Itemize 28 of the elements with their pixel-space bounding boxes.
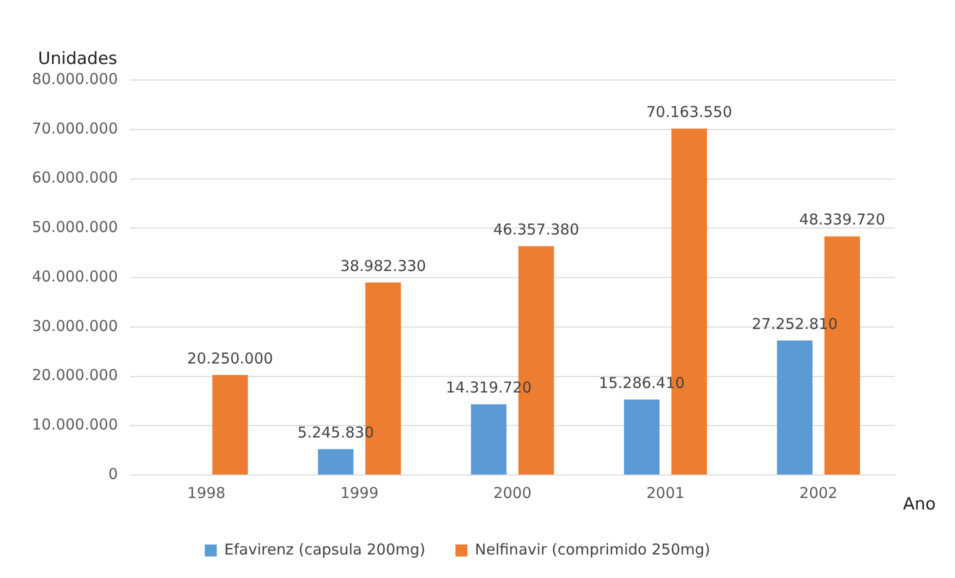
bar [624, 400, 660, 474]
y-tick-label: 0 [108, 464, 118, 483]
x-tick-label: 2001 [646, 484, 685, 502]
bar [776, 340, 813, 474]
bar [318, 449, 354, 474]
bar [470, 404, 507, 474]
x-tick-label: 1998 [187, 484, 226, 502]
data-label: 70.163.550 [646, 102, 732, 121]
legend-label: Efavirenz (capsula 200mg) [224, 540, 426, 558]
data-label: 46.357.380 [493, 220, 580, 238]
y-tick-label: 60.000.000 [32, 168, 118, 187]
data-label: 38.982.330 [340, 256, 426, 275]
x-tick-label: 2002 [799, 484, 838, 502]
x-axis-title: Ano [903, 494, 936, 514]
data-label: 20.250.000 [187, 349, 274, 368]
y-tick-label: 10.000.000 [32, 416, 118, 434]
y-tick-label: 20.000.000 [32, 366, 118, 384]
legend-label: Nelfinavir (comprimido 250mg) [474, 540, 710, 558]
bar [212, 375, 248, 474]
y-tick-label: 70.000.000 [32, 119, 118, 138]
x-tick-label: 1999 [340, 484, 379, 502]
data-label: 48.339.720 [799, 210, 886, 229]
x-tick-label: 2000 [493, 484, 532, 502]
y-tick-label: 30.000.000 [32, 316, 118, 335]
y-tick-label: 50.000.000 [32, 218, 118, 236]
y-axis-title: Unidades [38, 48, 118, 69]
y-tick-label: 40.000.000 [32, 267, 118, 286]
y-tick-label: 80.000.000 [32, 70, 118, 88]
